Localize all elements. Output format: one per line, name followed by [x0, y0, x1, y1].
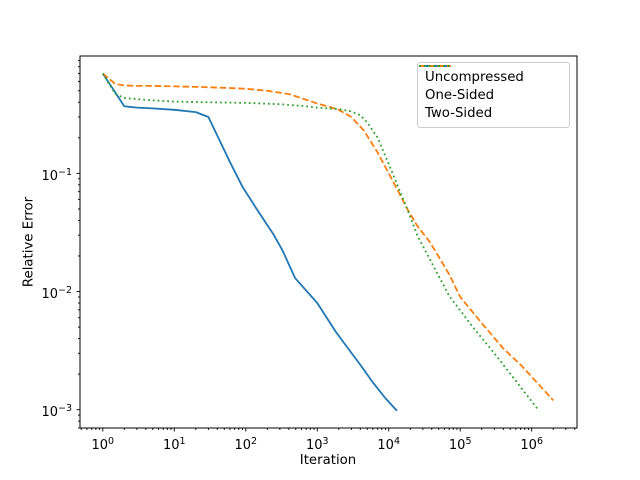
x-tick-label: 101: [163, 436, 186, 453]
y-tick-label: 10−1: [41, 166, 72, 184]
legend-label: Two-Sided: [425, 105, 493, 121]
legend: Uncompressed One-Sided Two-Sided: [417, 62, 570, 128]
x-tick-label: 102: [234, 436, 258, 453]
x-tick-label: 105: [448, 436, 472, 453]
y-axis-title: Relative Error: [21, 196, 37, 288]
legend-label: One-Sided: [425, 87, 495, 103]
axes-spines: [79, 55, 578, 429]
x-tick-label: 103: [306, 436, 329, 453]
x-tick-label: 106: [520, 436, 543, 453]
legend-label: Uncompressed: [425, 69, 524, 85]
legend-line-sample: [419, 65, 451, 67]
y-tick-label: 10−3: [41, 403, 72, 421]
legend-item-two-sided: Two-Sided: [419, 65, 560, 122]
x-axis-title: Iteration: [299, 453, 357, 468]
legend-item-one-sided: One-Sided: [419, 65, 560, 104]
y-tick-label: 10−2: [41, 285, 72, 302]
legend-item-uncompressed: Uncompressed: [419, 65, 560, 86]
series-two-sided: [102, 73, 539, 410]
x-tick-label: 100: [91, 436, 115, 453]
series-uncompressed: [102, 73, 398, 412]
x-tick-label: 104: [377, 436, 400, 453]
